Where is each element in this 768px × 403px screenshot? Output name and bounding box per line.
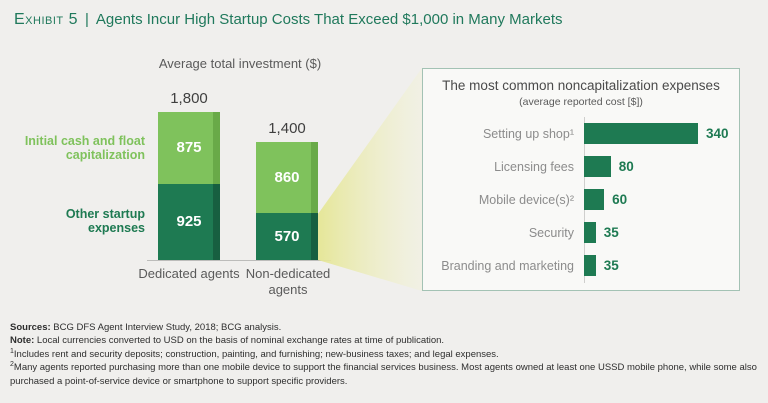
category-label-dedicated: Dedicated agents (138, 266, 240, 281)
stacked-chart-title: Average total investment ($) (158, 56, 322, 71)
footnote-note: Note: Local currencies converted to USD … (10, 335, 445, 347)
panel-subtitle: (average reported cost [$]) (519, 96, 643, 108)
panel-row-label: Security (528, 225, 574, 240)
panel-row-bar (584, 123, 698, 144)
panel-row: Mobile device(s)² 60 (423, 183, 739, 216)
title-text: Agents Incur High Startup Costs That Exc… (95, 11, 563, 28)
panel-row-value: 340 (706, 126, 729, 141)
panel-row-label: Setting up shop¹ (482, 126, 574, 141)
exhibit-title: Exhibit 5 | Agents Incur High Startup Cost… (14, 11, 563, 29)
bar-total-label: 1,400 (268, 120, 306, 138)
panel-row-value: 35 (603, 258, 619, 273)
footnote-sources: Sources: BCG DFS Agent Interview Study, … (10, 322, 282, 333)
exhibit-number: Exhibit 5 (14, 11, 78, 28)
bar-segment-capitalization: 875 (158, 112, 220, 184)
bar-segment-capitalization: 860 (256, 142, 318, 214)
panel-row-label: Licensing fees (494, 159, 574, 174)
footnote-note-label: Note: (10, 335, 35, 347)
footnote-1: 1Includes rent and security deposits; co… (10, 347, 499, 360)
panel-row-bar (584, 222, 596, 243)
footnote-sources-label: Sources: (10, 322, 51, 333)
panel-row-bar (584, 156, 611, 177)
footnote-2: 2Many agents reported purchasing more th… (10, 361, 757, 387)
x-axis-line (147, 260, 331, 261)
panel-row-bar (584, 189, 605, 210)
stacked-bar-non-dedicated: 1,400 860 570 (256, 120, 318, 260)
bar-segment-other-expenses: 570 (256, 213, 318, 260)
bar-total-label: 1,800 (170, 90, 208, 108)
panel-row-value: 60 (612, 192, 628, 207)
panel-row-label: Mobile device(s)² (478, 192, 574, 207)
category-label-non-dedicated: Non-dedicated agents (245, 266, 331, 297)
panel-row-value: 80 (618, 159, 634, 174)
panel-bar-chart: Setting up shop¹ 340 Licensing fees 80 Mobil… (423, 117, 739, 282)
panel-row-label: Branding and marketing (441, 258, 574, 273)
panel-row: Branding and marketing 35 (423, 249, 739, 282)
panel-title: The most common noncapitalization expens… (442, 78, 720, 93)
panel-row-bar (584, 255, 596, 276)
legend-initial-cash: Initial cash and float capitalization (24, 134, 145, 163)
stacked-bar-dedicated: 1,800 875 925 (158, 90, 220, 260)
legend-other-startup: Other startup expenses (65, 207, 145, 236)
panel-row: Security 35 (423, 216, 739, 249)
title-separator: | (84, 11, 89, 28)
panel-row-value: 35 (603, 225, 619, 240)
noncapitalization-panel: The most common noncapitalization expens… (422, 68, 740, 291)
panel-row: Setting up shop¹ 340 (423, 117, 739, 150)
panel-row: Licensing fees 80 (423, 150, 739, 183)
bar-segment-other-expenses: 925 (158, 183, 220, 260)
footnotes: Sources: BCG DFS Agent Interview Study, … (10, 321, 760, 388)
